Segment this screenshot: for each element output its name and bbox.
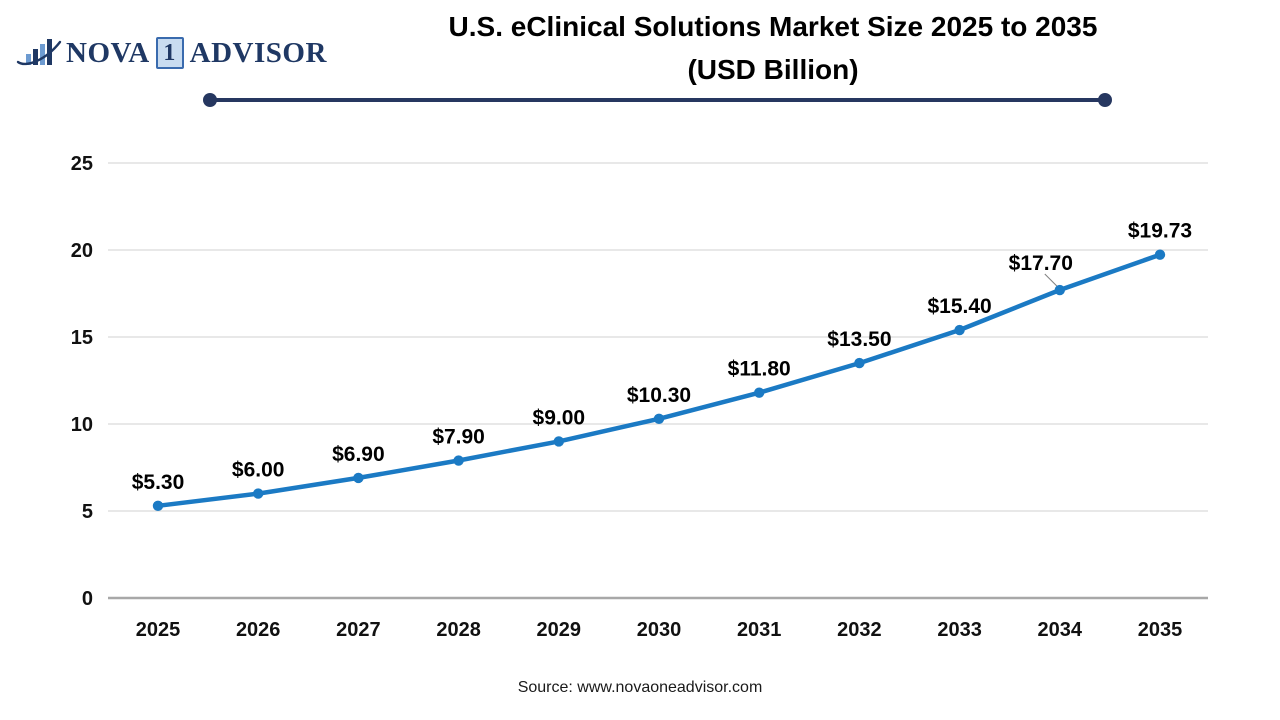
series-line <box>155 252 1163 509</box>
brand-logo: NOVA 1 ADVISOR <box>16 34 327 72</box>
y-tick-label: 15 <box>71 327 93 349</box>
x-tick-label: 2028 <box>436 619 481 641</box>
y-tick-label: 5 <box>82 501 93 523</box>
data-label: $17.70 <box>1009 252 1073 275</box>
data-label: $9.00 <box>533 406 586 429</box>
data-point <box>553 436 564 447</box>
brand-text-part2: ADVISOR <box>189 36 327 69</box>
underline-right-dot <box>1098 93 1112 107</box>
data-point <box>854 357 865 369</box>
x-tick-label: 2032 <box>837 619 882 641</box>
data-point <box>653 413 665 424</box>
chart-title-line2: (USD Billion) <box>687 54 859 86</box>
data-label: $11.80 <box>728 358 791 381</box>
data-point <box>353 472 364 484</box>
data-point <box>152 500 164 511</box>
x-tick-label: 2033 <box>937 619 982 641</box>
y-tick-label: 25 <box>71 153 93 175</box>
data-label: $6.90 <box>332 443 385 466</box>
y-tick-label: 10 <box>71 414 93 436</box>
chart-title: U.S. eClinical Solutions Market Size 202… <box>333 5 1213 92</box>
title-underline <box>203 93 1112 107</box>
x-tick-label: 2035 <box>1138 619 1183 641</box>
y-tick-label: 20 <box>71 240 93 262</box>
bar-chart-swoosh-icon <box>16 39 62 66</box>
x-tick-label: 2034 <box>1038 619 1083 641</box>
source-text: Source: www.novaoneadvisor.com <box>517 679 763 696</box>
x-tick-label: 2031 <box>737 619 782 641</box>
x-tick-label: 2029 <box>537 619 582 641</box>
x-tick-label: 2027 <box>336 619 381 641</box>
x-tick-label: 2026 <box>236 619 281 641</box>
data-point <box>754 387 765 398</box>
data-point <box>1054 284 1066 296</box>
label-leader-line <box>1044 273 1058 287</box>
brand-one-badge: 1 <box>155 37 184 69</box>
data-label: $15.40 <box>927 295 991 318</box>
underline-line <box>209 98 1106 102</box>
brand-text-part1: NOVA <box>66 36 150 69</box>
y-tick-label: 0 <box>82 588 93 610</box>
brand-text: NOVA 1 ADVISOR <box>66 37 327 70</box>
data-point <box>954 324 965 336</box>
data-point <box>453 455 464 466</box>
x-tick-label: 2030 <box>637 619 682 641</box>
data-point <box>1154 249 1166 260</box>
data-label: $6.00 <box>232 459 285 482</box>
data-label: $19.73 <box>1128 220 1192 243</box>
data-label: $7.90 <box>432 426 485 449</box>
chart-title-line1: U.S. eClinical Solutions Market Size 202… <box>448 11 1098 42</box>
data-label: $13.50 <box>827 328 891 351</box>
data-label: $10.30 <box>627 384 691 407</box>
data-label: $5.30 <box>132 471 185 494</box>
x-tick-label: 2025 <box>136 619 181 641</box>
data-point <box>253 488 264 499</box>
